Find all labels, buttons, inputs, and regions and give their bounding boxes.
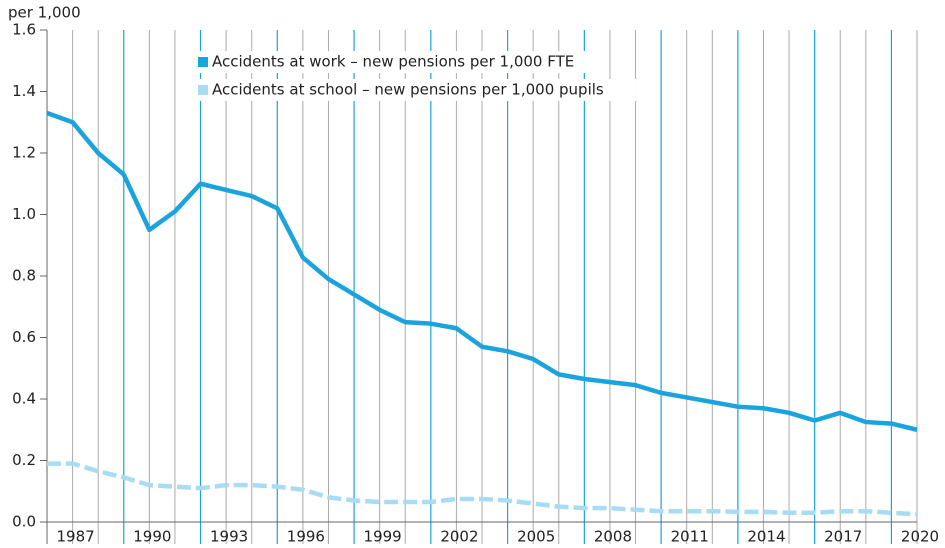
x-tick-label: 2005: [517, 528, 555, 546]
series-line: [46, 110, 918, 432]
x-tick-label: 2020: [901, 528, 939, 546]
series-line: [47, 461, 918, 517]
y-unit-label: per 1,000: [8, 4, 81, 22]
y-tick-label: 1.4: [12, 82, 36, 100]
x-tick-label: 2008: [594, 528, 632, 546]
legend-label: Accidents at work – new pensions per 1,0…: [212, 53, 574, 71]
x-tick-label: 1990: [133, 528, 171, 546]
y-tick-label: 0.8: [12, 267, 36, 285]
y-tick-label: 0.0: [12, 513, 36, 531]
y-tick-label: 0.6: [12, 328, 36, 346]
legend-swatch: [198, 85, 208, 95]
y-tick-label: 1.6: [12, 21, 36, 39]
x-tick-label: 1996: [287, 528, 325, 546]
x-tick-label: 2017: [824, 528, 862, 546]
x-tick-label: 1999: [364, 528, 402, 546]
legend-swatch: [198, 57, 208, 67]
y-tick-label: 0.2: [12, 451, 36, 469]
x-tick-label: 2002: [440, 528, 478, 546]
x-tick-label: 2014: [747, 528, 785, 546]
legend-bg: [196, 51, 588, 73]
x-tick-label: 1987: [56, 528, 94, 546]
y-tick-label: 1.0: [12, 205, 36, 223]
x-tick-label: 1993: [210, 528, 248, 546]
x-tick-label: 2011: [671, 528, 709, 546]
legend-label: Accidents at school – new pensions per 1…: [212, 81, 604, 99]
y-tick-label: 1.2: [12, 144, 36, 162]
y-tick-label: 0.4: [12, 390, 36, 408]
legend-bg: [196, 79, 636, 101]
